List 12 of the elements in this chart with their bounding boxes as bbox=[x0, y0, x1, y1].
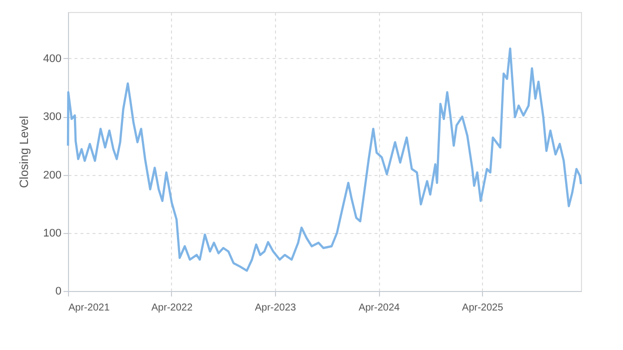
x-tick-label: Apr-2023 bbox=[254, 302, 296, 314]
x-tick-label: Apr-2025 bbox=[462, 302, 504, 314]
y-tick-label: 300 bbox=[43, 111, 62, 124]
x-tick-label: Apr-2021 bbox=[68, 302, 110, 314]
y-tick-label: 0 bbox=[55, 286, 62, 298]
y-tick-label: 200 bbox=[43, 169, 62, 182]
x-tick-label: Apr-2024 bbox=[358, 302, 400, 314]
y-tick-label: 400 bbox=[43, 53, 62, 65]
y-tick-label: 100 bbox=[43, 227, 62, 240]
line-series bbox=[66, 48, 582, 272]
x-tick-label: Apr-2022 bbox=[151, 302, 193, 314]
y-axis-title: Closing Level bbox=[17, 116, 32, 188]
